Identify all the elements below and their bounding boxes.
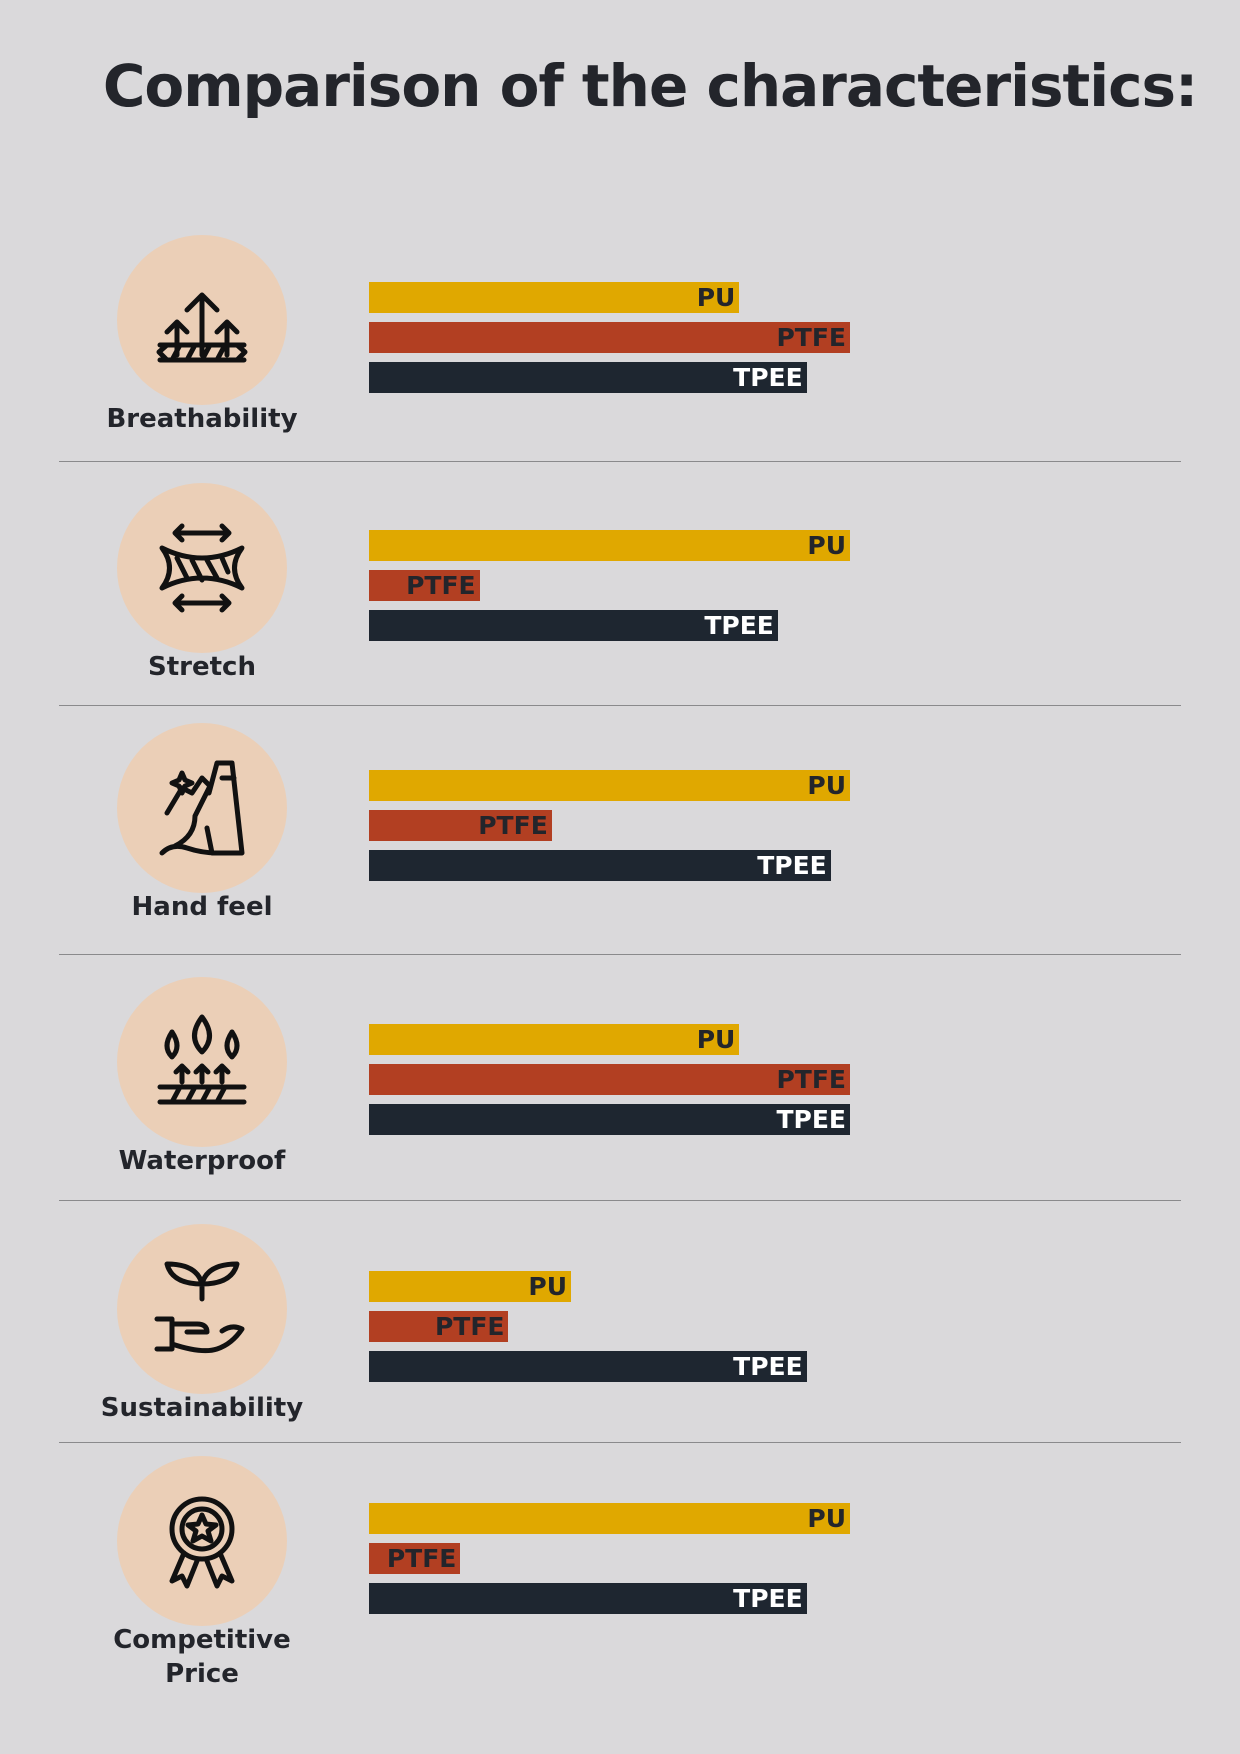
icon xyxy=(169,1496,235,1589)
bar-label: PTFE xyxy=(386,1544,457,1573)
separator xyxy=(59,954,1181,955)
bar-label: PTFE xyxy=(776,323,846,352)
bar: TPEE xyxy=(369,362,807,393)
icon-badge xyxy=(117,1456,287,1626)
bar-label: PU xyxy=(528,1272,568,1301)
bar: PTFE xyxy=(369,570,480,601)
bar-label: PU xyxy=(696,1025,736,1054)
bar-label: TPEE xyxy=(757,851,827,880)
bar-label: TPEE xyxy=(704,611,774,640)
separator xyxy=(59,705,1181,706)
bar-label: TPEE xyxy=(733,363,803,392)
bar: PU xyxy=(369,1271,572,1302)
icon xyxy=(159,523,245,613)
icon xyxy=(159,760,245,856)
chart-title: Comparison of the characteristics: xyxy=(102,52,1198,120)
bar-label: TPEE xyxy=(776,1105,846,1134)
bar-label: PU xyxy=(807,531,846,560)
bar: PTFE xyxy=(369,1064,850,1095)
bar-label: PTFE xyxy=(434,1312,505,1341)
separator xyxy=(59,1200,1181,1201)
bar: PU xyxy=(369,282,740,313)
bar: TPEE xyxy=(369,1351,807,1382)
bar: PTFE xyxy=(369,1543,461,1574)
category-label: Hand feel xyxy=(131,892,273,922)
icon-badge xyxy=(117,723,287,893)
bar-label: PTFE xyxy=(478,811,548,840)
bar: TPEE xyxy=(369,850,831,881)
bar: TPEE xyxy=(369,1583,807,1614)
bar: PTFE xyxy=(369,810,552,841)
bar: PU xyxy=(369,530,850,561)
separator xyxy=(59,461,1181,462)
bar-label: PU xyxy=(696,283,736,312)
icon-badge xyxy=(117,977,287,1147)
bar: PU xyxy=(369,1503,850,1534)
bar-label: TPEE xyxy=(733,1352,803,1381)
bar: TPEE xyxy=(369,1104,850,1135)
bar: PU xyxy=(369,770,850,801)
icon-badge xyxy=(117,483,287,653)
bar: PTFE xyxy=(369,1311,509,1342)
category-label: Stretch xyxy=(148,652,256,682)
category-label: Competitive Price xyxy=(113,1625,291,1689)
icon xyxy=(157,1014,247,1105)
bar-label: PTFE xyxy=(406,571,476,600)
bar: PTFE xyxy=(369,322,850,353)
category-label: Waterproof xyxy=(118,1146,286,1176)
bar-label: PU xyxy=(807,771,846,800)
bar-label: PTFE xyxy=(776,1065,846,1094)
bar: PU xyxy=(369,1024,740,1055)
separator xyxy=(59,1442,1181,1443)
icon xyxy=(154,1261,245,1354)
icon-badge xyxy=(117,1224,287,1394)
icon-badge xyxy=(117,235,287,405)
bar-label: PU xyxy=(807,1504,846,1533)
bar-label: TPEE xyxy=(733,1584,803,1613)
bar: TPEE xyxy=(369,610,778,641)
icon xyxy=(156,292,248,363)
category-label: Breathability xyxy=(106,404,298,434)
category-label: Sustainability xyxy=(100,1393,304,1423)
